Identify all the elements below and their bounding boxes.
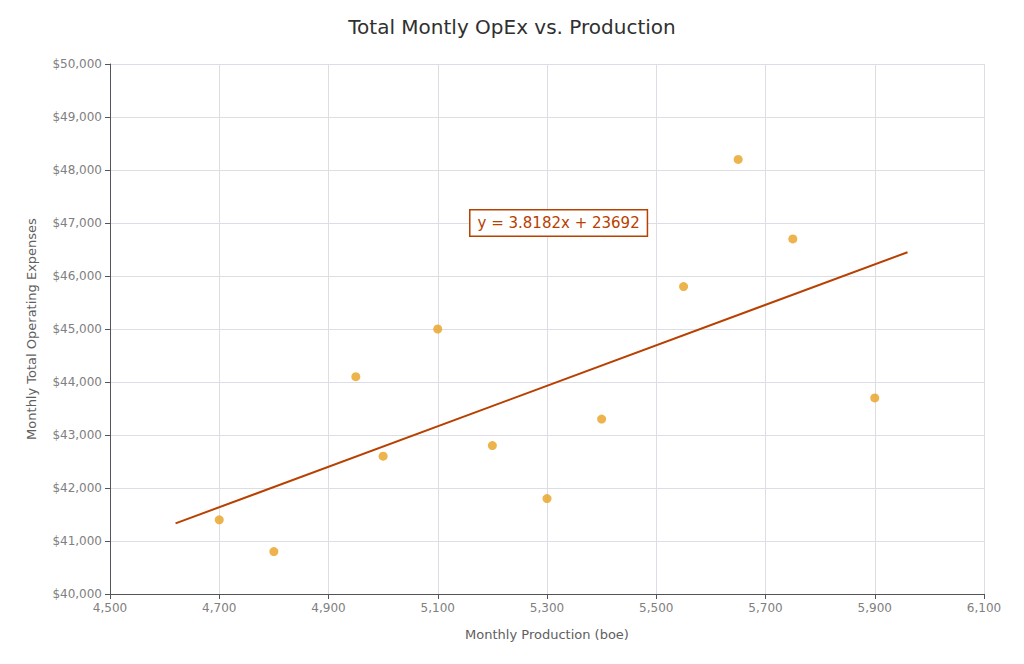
svg-text:5,100: 5,100 <box>421 601 455 615</box>
svg-text:5,700: 5,700 <box>748 601 782 615</box>
svg-text:Total Montly OpEx vs. Producti: Total Montly OpEx vs. Production <box>347 15 675 39</box>
svg-text:4,500: 4,500 <box>93 601 127 615</box>
svg-text:$48,000: $48,000 <box>52 163 102 177</box>
svg-text:y = 3.8182x + 23692: y = 3.8182x + 23692 <box>478 214 640 232</box>
svg-text:5,500: 5,500 <box>639 601 673 615</box>
svg-text:$45,000: $45,000 <box>52 322 102 336</box>
svg-text:Monthly Production (boe): Monthly Production (boe) <box>465 627 629 642</box>
svg-text:5,300: 5,300 <box>530 601 564 615</box>
svg-text:4,900: 4,900 <box>311 601 345 615</box>
svg-text:$40,000: $40,000 <box>52 587 102 601</box>
svg-text:Monthly Total Operating Expens: Monthly Total Operating Expenses <box>24 218 39 440</box>
svg-text:6,100: 6,100 <box>967 601 1001 615</box>
svg-text:5,900: 5,900 <box>858 601 892 615</box>
svg-text:$49,000: $49,000 <box>52 110 102 124</box>
svg-text:$43,000: $43,000 <box>52 428 102 442</box>
svg-text:4,700: 4,700 <box>202 601 236 615</box>
svg-text:$50,000: $50,000 <box>52 57 102 71</box>
svg-text:$44,000: $44,000 <box>52 375 102 389</box>
svg-text:$42,000: $42,000 <box>52 481 102 495</box>
svg-text:$47,000: $47,000 <box>52 216 102 230</box>
svg-text:$46,000: $46,000 <box>52 269 102 283</box>
svg-text:$41,000: $41,000 <box>52 534 102 548</box>
